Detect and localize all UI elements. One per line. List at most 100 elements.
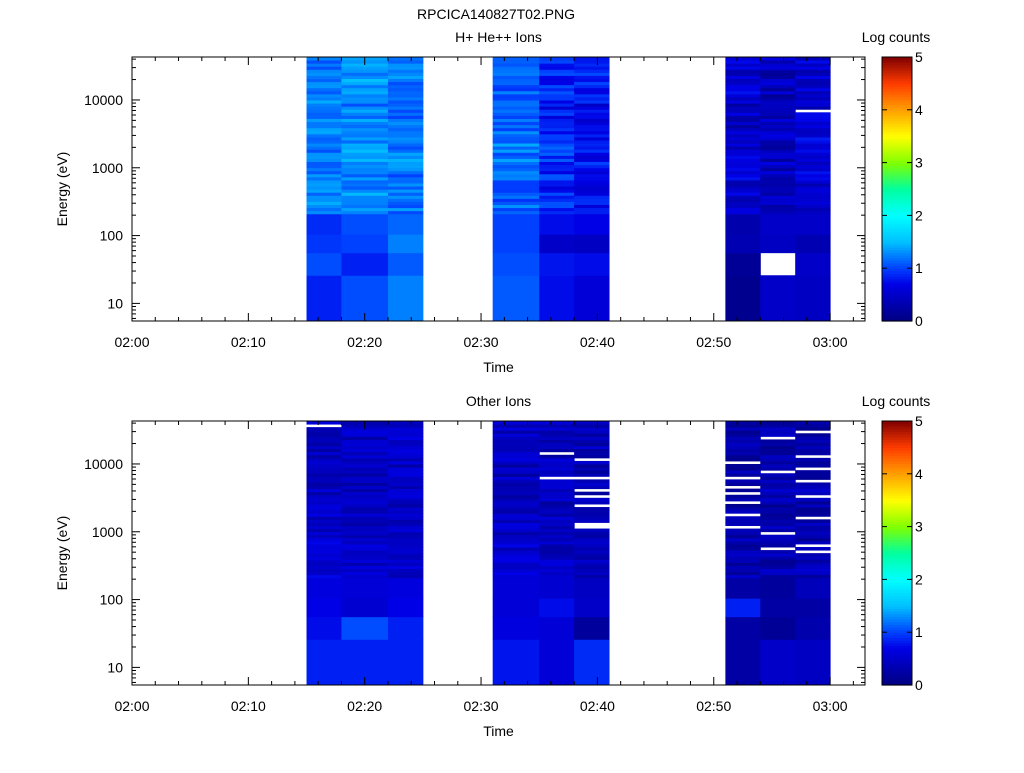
colorbar-swatch <box>882 231 912 235</box>
heatmap-cell <box>795 164 831 169</box>
heatmap-cell <box>341 66 389 70</box>
heatmap-cell <box>387 158 424 162</box>
heatmap-cell <box>306 571 342 576</box>
heatmap-cell <box>492 124 540 129</box>
colorbar-swatch <box>882 452 912 456</box>
heatmap-cell <box>539 482 575 487</box>
heatmap-cell <box>725 136 761 141</box>
heatmap-cell <box>306 510 342 514</box>
colorbar-swatch <box>882 550 912 554</box>
colorbar-swatch <box>882 542 912 546</box>
heatmap-cell <box>492 66 540 70</box>
heatmap-cell <box>492 460 540 465</box>
heatmap-cell <box>574 574 610 579</box>
heatmap-cell <box>341 139 389 144</box>
heatmap-cell <box>725 201 761 206</box>
heatmap-cell <box>387 136 424 141</box>
heatmap-cell <box>341 75 389 79</box>
colorbar-swatch <box>882 318 912 322</box>
heatmap-cell <box>574 127 610 132</box>
heatmap-cell <box>341 525 389 530</box>
colorbar-swatch <box>882 576 912 580</box>
heatmap-cell <box>306 149 342 153</box>
heatmap-cell <box>492 485 540 490</box>
heatmap-cell <box>574 60 610 64</box>
heatmap-cell <box>539 106 575 110</box>
heatmap-cell <box>306 598 342 618</box>
heatmap-cell <box>341 182 389 187</box>
heatmap-cell <box>539 155 575 159</box>
heatmap-cell <box>306 87 342 92</box>
heatmap-cell <box>387 430 424 434</box>
heatmap-cell <box>341 430 389 434</box>
heatmap-cell <box>574 204 610 209</box>
heatmap-cell <box>492 96 540 101</box>
heatmap-cell <box>492 146 540 150</box>
heatmap-cell <box>492 207 540 212</box>
heatmap-cell <box>306 522 342 526</box>
heatmap-cell <box>539 189 575 193</box>
heatmap-cell <box>341 464 389 468</box>
heatmap-cell <box>539 445 575 450</box>
heatmap-cell <box>574 100 610 104</box>
heatmap-cell <box>387 479 424 483</box>
heatmap-cell <box>341 170 389 175</box>
panel-title: Other Ions <box>466 393 531 409</box>
heatmap-cell <box>341 476 389 480</box>
colorbar-swatch <box>882 228 912 232</box>
colorbar-swatch <box>882 479 912 483</box>
colorbar-swatch <box>882 558 912 562</box>
heatmap-cell <box>539 488 575 493</box>
y-tick-label: 1000 <box>92 160 123 176</box>
colorbar-swatch <box>882 157 912 161</box>
colorbar-swatch <box>882 83 912 87</box>
heatmap-cell <box>539 149 575 153</box>
heatmap-cell <box>341 500 389 505</box>
colorbar-swatch <box>882 431 912 435</box>
heatmap-cell <box>492 109 540 113</box>
heatmap-cell <box>795 170 831 175</box>
heatmap-cell <box>795 451 831 456</box>
heatmap-cell <box>760 195 796 199</box>
heatmap-cell <box>492 516 540 520</box>
heatmap-cell <box>760 473 796 477</box>
heatmap-cell <box>574 516 610 520</box>
heatmap-cell <box>492 553 540 557</box>
heatmap-cell <box>492 568 540 573</box>
colorbar-swatch <box>882 167 912 172</box>
heatmap-cell <box>539 568 575 573</box>
heatmap-cell <box>574 543 610 548</box>
heatmap-cell <box>539 100 575 104</box>
heatmap-cell <box>341 69 389 73</box>
heatmap-cell <box>341 130 389 135</box>
heatmap-cell <box>341 213 389 235</box>
heatmap-cell <box>306 173 342 178</box>
heatmap-cell <box>725 121 761 126</box>
heatmap-cell <box>795 525 831 530</box>
heatmap-cell <box>341 164 389 169</box>
colorbar-swatch <box>882 265 912 269</box>
heatmap-cell <box>387 130 424 135</box>
heatmap-cell <box>539 525 575 530</box>
heatmap-cell <box>539 491 575 496</box>
heatmap-cell <box>539 118 575 123</box>
heatmap-cell <box>574 639 610 686</box>
colorbar-swatch <box>882 653 912 657</box>
heatmap-cell <box>725 179 761 184</box>
colorbar-swatch <box>882 545 912 549</box>
colorbar-swatch <box>882 125 912 129</box>
heatmap-cell <box>492 173 540 178</box>
heatmap-cell <box>574 464 610 468</box>
heatmap-cell <box>760 161 796 166</box>
x-tick-label: 02:10 <box>231 698 266 714</box>
colorbar-swatch <box>882 165 912 169</box>
heatmap-cell <box>387 152 424 156</box>
heatmap-cell <box>760 464 796 468</box>
heatmap-cell <box>574 454 610 459</box>
colorbar-swatch <box>882 457 912 462</box>
colorbar-swatch <box>882 270 912 275</box>
colorbar-swatch <box>882 555 912 559</box>
heatmap-cell <box>574 497 610 502</box>
heatmap-cell <box>539 439 575 443</box>
heatmap-cell <box>539 510 575 514</box>
